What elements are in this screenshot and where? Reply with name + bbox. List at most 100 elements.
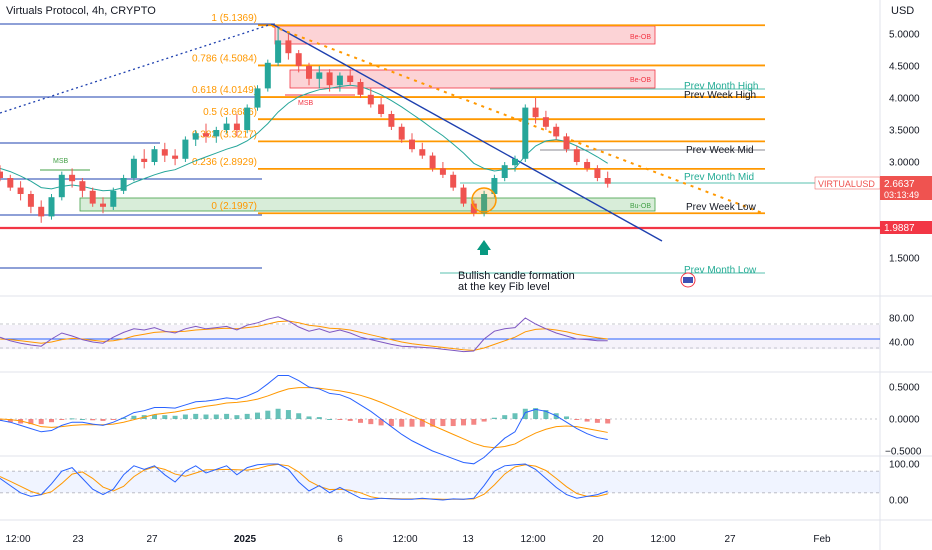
candle-body [563, 136, 570, 150]
candle-body [542, 117, 549, 127]
macd-histogram-bar [605, 419, 611, 424]
annotation-text: Bullish candle formation [458, 270, 575, 282]
macd-histogram-bar [522, 408, 528, 419]
macd-histogram-bar [0, 419, 3, 421]
candle-body [17, 187, 24, 194]
currency-label[interactable]: USD [891, 5, 915, 17]
macd-histogram-bar [574, 419, 580, 420]
candle-body [38, 206, 45, 217]
macd-histogram-bar [275, 408, 281, 419]
macd-histogram-bar [419, 419, 425, 427]
time-tick-label: 13 [462, 534, 474, 545]
candle-body [439, 168, 446, 175]
support-price-label: 1.9887 [884, 223, 915, 234]
time-tick-label: 12:00 [5, 534, 30, 545]
candle-body [491, 178, 498, 194]
macd-histogram-bar [316, 417, 322, 419]
candle-body [151, 149, 158, 162]
macd-histogram-bar [162, 415, 168, 419]
macd-histogram-bar [7, 419, 13, 423]
fib-level-label: 0.236 (2.8929) [192, 157, 257, 168]
macd-histogram-bar [440, 419, 446, 427]
candle-body [481, 194, 488, 214]
candle-body [450, 174, 457, 188]
candle-body [48, 197, 55, 217]
macd-histogram-bar [502, 415, 508, 419]
candle-body [316, 72, 323, 79]
fib-level-label: 0.5 (3.6686) [203, 107, 257, 118]
countdown-label: 03:13:49 [884, 190, 919, 200]
time-tick-label: 6 [337, 534, 343, 545]
support-price-tag [880, 221, 932, 234]
candle-body [120, 178, 127, 191]
candle-body [594, 168, 601, 178]
order-block-label: Be-OB [630, 77, 651, 84]
macd-histogram-bar [79, 419, 85, 420]
fib-level-label: 0 (2.1997) [211, 201, 257, 212]
candle-body [378, 104, 385, 114]
price-tick-label: 1.5000 [889, 254, 920, 265]
stoch-d-line [0, 463, 608, 500]
candle-body [130, 158, 137, 178]
candle-body [553, 126, 560, 137]
stoch-tick-label: 0.00 [889, 496, 909, 507]
macd-histogram-bar [450, 419, 456, 427]
macd-histogram-bar [388, 419, 394, 427]
macd-histogram-bar [564, 416, 569, 419]
candle-body [69, 174, 76, 182]
fib-level-label: 0.618 (4.0149) [192, 85, 257, 96]
candle-body [58, 174, 65, 198]
macd-histogram-bar [90, 419, 96, 421]
time-tick-label: 2025 [234, 534, 257, 545]
candle-body [584, 162, 591, 169]
price-tick-label: 4.5000 [889, 62, 920, 73]
candle-body [460, 187, 467, 204]
fib-level-label: 0.382 (3.3217) [192, 129, 257, 140]
macd-histogram-bar [327, 419, 333, 420]
candle-body [27, 194, 34, 207]
candle-body [100, 203, 106, 207]
macd-histogram-bar [481, 419, 487, 422]
time-tick-label: 12:00 [392, 534, 417, 545]
macd-tick-label: −0.5000 [885, 447, 922, 458]
candle-body [192, 133, 199, 140]
candle-body [141, 158, 148, 162]
macd-histogram-bar [131, 415, 137, 419]
time-tick-label: 12:00 [520, 534, 545, 545]
macd-histogram-bar [59, 419, 65, 420]
candle-body [357, 82, 364, 95]
candle-body [398, 126, 405, 140]
rsi-tick-label: 80.00 [889, 314, 914, 325]
level-label: Prev Week High [684, 90, 756, 101]
level-label: Prev Month Mid [684, 172, 754, 183]
candle-body [89, 190, 96, 204]
rsi-line [0, 316, 608, 353]
candle-body [244, 107, 251, 130]
macd-histogram-bar [28, 419, 34, 425]
time-tick-label: 23 [72, 534, 84, 545]
rsi-band [0, 325, 880, 350]
macd-histogram-bar [255, 412, 260, 419]
candle-body [429, 155, 436, 169]
candle-body [254, 88, 261, 108]
candle-body [388, 114, 395, 127]
msb-label: MSB [53, 158, 69, 165]
bullish-order-block [79, 197, 656, 212]
price-tick-label: 5.0000 [889, 30, 920, 41]
candle-body [264, 62, 271, 89]
dotted-trendline [0, 23, 273, 114]
time-tick-label: 27 [146, 534, 158, 545]
candle-body [213, 130, 220, 137]
macd-histogram-bar [69, 418, 75, 420]
macd-histogram-bar [224, 413, 230, 419]
current-price-tag [880, 176, 932, 200]
macd-histogram-bar [543, 410, 549, 419]
macd-histogram-bar [193, 413, 199, 419]
macd-tick-label: 0.5000 [889, 383, 920, 394]
candle-body [512, 158, 518, 166]
candle-body [347, 75, 354, 82]
chart-title: Virtuals Protocol, 4h, CRYPTO [6, 5, 156, 17]
macd-histogram-bar [234, 415, 240, 419]
stoch-k-line [0, 463, 608, 501]
